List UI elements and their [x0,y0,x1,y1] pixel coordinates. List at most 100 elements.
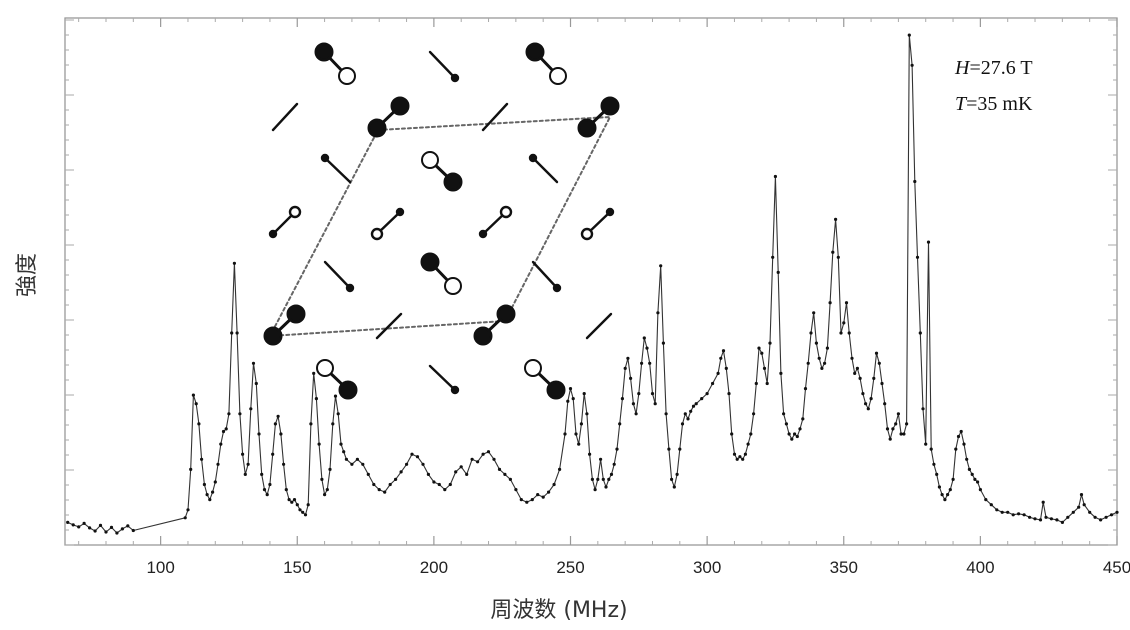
spectrum-point [492,457,496,461]
spectrum-point [820,366,824,370]
spectrum-point [1071,510,1075,514]
spectrum-point [823,361,827,365]
spectrum-point [907,33,911,37]
spectrum-point [607,477,611,481]
spectrum-point [191,393,195,397]
spectrum-point [620,397,625,401]
spectrum-point [921,407,925,411]
x-tick-label: 150 [283,558,311,577]
spectrum-point [891,427,895,431]
spectrum-point [978,488,983,492]
spectrum-point [325,488,329,492]
spectrum-point [609,472,614,476]
spectrum-point [727,392,731,396]
spectrum-point [653,402,657,406]
spectrum-point [888,437,892,441]
spectrum-point [675,472,679,476]
spectrum-point [331,422,335,426]
spectrum-point [995,508,999,512]
spectrum-point [295,503,299,507]
spectrum-line [67,34,1118,534]
spectrum-point [377,488,381,492]
x-axis-tick-labels: 100 150 200 250 300 350 400 450 [146,558,1130,577]
spectrum-point [115,531,119,535]
spectrum-point [599,457,603,461]
spectrum-point [741,457,745,461]
spectrum-point [268,482,272,487]
spectrum-point [664,412,668,416]
spectrum-point [558,467,562,471]
x-tick-label: 250 [556,558,584,577]
spectrum-point [801,417,805,421]
spectrum-point [265,493,269,497]
spectrum-point [415,455,420,459]
spectrum-point [970,472,974,476]
spectrum-point [366,472,370,476]
spectrum-point [667,447,671,451]
spectrum-point [342,450,346,454]
spectrum-point [1022,513,1026,517]
spectrum-point [227,412,231,416]
spectrum-point [937,485,942,489]
spectrum-point [126,524,130,528]
spectrum-point [547,490,551,494]
spectrum-point [910,63,914,67]
spectrum-point [246,462,250,466]
spectrum-point [1028,515,1032,519]
spectrum-point [634,412,638,416]
spectrum-point [864,402,868,406]
spectrum-point [563,432,567,436]
spectrum-point [432,480,436,484]
spectrum-point [224,427,228,431]
x-tick-label: 300 [693,558,721,577]
spectrum-point [1049,517,1053,521]
spectrum-point [784,422,789,426]
spectrum-point [566,399,570,403]
spectrum-point [481,452,485,456]
temperature-annotation: T=35 mK [955,93,1033,115]
spectrum-point [219,442,223,446]
spectrum-point [661,341,666,345]
spectrum-point [902,432,906,436]
spectrum-point [1115,510,1119,514]
spectrum-point [205,493,209,497]
spectrum-point [694,402,698,406]
spectrum-point [1104,515,1108,519]
spectrum-point [951,477,955,481]
spectrum-point [317,442,321,446]
spectrum-point [880,381,884,386]
spectrum-point [670,477,674,481]
spectrum-point [782,412,786,416]
spectrum-point [874,351,879,355]
x-tick-label: 100 [146,558,174,577]
spectrum-point [292,498,297,502]
spectrum-point [836,255,840,259]
spectrum-point [66,520,70,525]
spectrum-point [866,407,870,411]
small-dimer [268,50,615,395]
spectrum-point [637,392,641,396]
spectrum-point [260,472,264,476]
spectrum-point [757,346,761,350]
spectrum-point [976,480,980,484]
spectrum-point [497,467,502,471]
spectrum-point [306,503,310,507]
spectrum-point [333,394,338,398]
spectrum-point [768,341,772,345]
spectrum-point [689,409,693,413]
spectrum-point [779,371,783,375]
plot-frame [64,17,1118,546]
spectrum-point [71,523,75,527]
spectrum-point [120,527,124,531]
spectrum-series [66,33,1119,535]
spectrum-point [989,503,993,507]
spectrum-point [795,434,799,439]
spectrum-point [596,477,600,481]
spectrum-point [711,381,715,386]
spectrum-point [943,498,947,502]
spectrum-point [582,392,586,396]
spectrum-point [486,450,491,454]
spectrum-point [314,397,318,401]
spectrum-point [861,392,865,396]
spectrum-point [984,498,988,502]
